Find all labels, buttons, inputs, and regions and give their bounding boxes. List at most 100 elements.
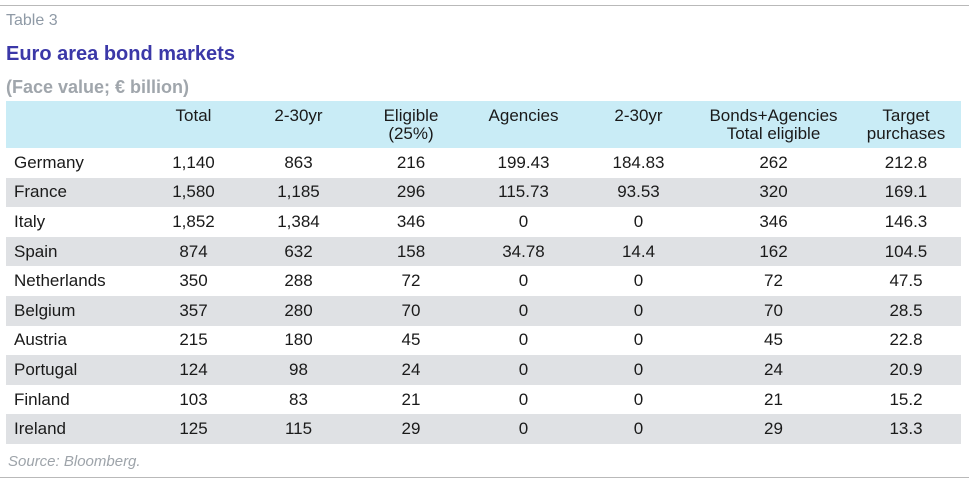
value-cell: 0 [633, 419, 644, 439]
column-header: Bonds+Agencies Total eligible [696, 101, 851, 148]
value-cell: 0 [633, 211, 644, 231]
value-cell: 199.43 [497, 152, 550, 172]
value-cell: 0 [518, 211, 529, 231]
value-cell: 184.83 [612, 152, 665, 172]
value-cell: 1,140 [172, 152, 215, 172]
value-cell: 162 [759, 241, 788, 261]
country-cell: Ireland [14, 419, 66, 439]
value-cell: 346 [396, 211, 426, 231]
value-cell: 0 [518, 300, 529, 320]
value-cell: 22.8 [889, 330, 923, 350]
table-row: Netherlands 350 288 72 0 0 72 47.5 [6, 266, 961, 296]
column-header: Agencies [466, 101, 581, 148]
value-cell: 29 [401, 419, 421, 439]
value-cell: 20.9 [889, 359, 923, 379]
value-cell: 1,852 [172, 211, 215, 231]
value-cell: 350 [179, 271, 208, 291]
table-row: Finland 103 83 21 0 0 21 15.2 [6, 385, 961, 415]
value-cell: 45 [764, 330, 783, 350]
value-cell: 1,185 [277, 182, 320, 202]
country-cell: Spain [14, 241, 58, 261]
value-cell: 72 [401, 271, 421, 291]
column-header: 2-30yr [581, 101, 696, 148]
table-row: Portugal 124 98 24 0 0 24 20.9 [6, 355, 961, 385]
column-header: Total [146, 101, 241, 148]
value-cell: 83 [289, 389, 308, 409]
table-title: Euro area bond markets [6, 43, 235, 65]
country-cell: Finland [14, 389, 70, 409]
value-cell: 98 [289, 359, 308, 379]
column-header-line: Agencies [488, 106, 559, 125]
value-cell: 346 [759, 211, 788, 231]
source-note: Source: Bloomberg. [8, 453, 141, 470]
country-cell: France [14, 182, 67, 202]
table-row: Belgium 357 280 70 0 0 70 28.5 [6, 295, 961, 326]
value-cell: 124 [179, 359, 208, 379]
value-cell: 357 [179, 300, 208, 320]
value-cell: 21 [764, 389, 783, 409]
value-cell: 14.4 [621, 241, 656, 261]
table-row: Ireland 125 115 29 0 0 29 13.3 [6, 414, 961, 444]
table-body: Germany 1,140 863 216 199.43 184.83 262 212.8 Fr… [6, 148, 961, 444]
value-cell: 874 [179, 241, 208, 261]
bottom-rule [0, 477, 969, 478]
column-header-line: (25%) [388, 124, 434, 143]
value-cell: 632 [284, 241, 313, 261]
table-row: Italy 1,852 1,384 346 0 0 346 146.3 [6, 207, 961, 237]
value-cell: 158 [396, 241, 426, 261]
value-cell: 28.5 [889, 300, 923, 320]
country-cell: Netherlands [14, 271, 106, 291]
value-cell: 169.1 [884, 182, 928, 202]
country-cell: Belgium [14, 300, 76, 320]
value-cell: 0 [518, 330, 529, 350]
value-cell: 0 [633, 300, 644, 320]
table-row: France 1,580 1,185 296 115.73 93.53 320 169.1 [6, 177, 961, 208]
column-header-line: 2-30yr [274, 106, 323, 125]
column-header [6, 101, 146, 148]
value-cell: 215 [179, 330, 208, 350]
value-cell: 45 [401, 330, 421, 350]
column-header: Eligible (25%) [356, 101, 466, 148]
value-cell: 180 [284, 330, 313, 350]
value-cell: 125 [179, 419, 208, 439]
header-row: Total 2-30yr Eligible (25%) Agencies 2-30yr Bo… [6, 101, 961, 148]
top-rule [0, 5, 969, 6]
value-cell: 70 [401, 300, 421, 320]
value-cell: 15.2 [889, 389, 923, 409]
table-label: Table 3 [6, 12, 58, 29]
value-cell: 288 [284, 271, 313, 291]
table-row: Germany 1,140 863 216 199.43 184.83 262 212.8 [6, 148, 961, 178]
column-header-line: Eligible [383, 106, 439, 125]
value-cell: 0 [633, 389, 644, 409]
country-cell: Portugal [14, 359, 78, 379]
value-cell: 93.53 [617, 182, 660, 202]
value-cell: 13.3 [889, 419, 923, 439]
value-cell: 0 [633, 271, 644, 291]
value-cell: 863 [284, 152, 313, 172]
value-cell: 0 [633, 330, 644, 350]
value-cell: 70 [764, 300, 783, 320]
value-cell: 0 [518, 419, 529, 439]
value-cell: 104.5 [884, 241, 928, 261]
value-cell: 24 [764, 359, 783, 379]
column-header-line: Bonds+Agencies [709, 106, 838, 125]
country-cell: Italy [14, 211, 46, 231]
column-header: Target purchases [851, 101, 961, 148]
value-cell: 115.73 [498, 182, 549, 202]
value-cell: 1,580 [172, 182, 215, 202]
value-cell: 0 [518, 271, 529, 291]
table-subtitle: (Face value; € billion) [6, 77, 190, 97]
column-header: 2-30yr [241, 101, 356, 148]
value-cell: 1,384 [277, 211, 320, 231]
value-cell: 34.78 [502, 241, 545, 261]
value-cell: 146.3 [884, 211, 928, 231]
value-cell: 296 [396, 182, 426, 202]
value-cell: 0 [518, 359, 529, 379]
value-cell: 103 [179, 389, 208, 409]
value-cell: 29 [764, 419, 783, 439]
value-cell: 72 [764, 271, 783, 291]
table-row: Spain 874 632 158 34.78 14.4 162 104.5 [6, 236, 961, 267]
country-cell: Austria [14, 330, 67, 350]
column-header-line: 2-30yr [614, 106, 663, 125]
value-cell: 216 [396, 152, 426, 172]
